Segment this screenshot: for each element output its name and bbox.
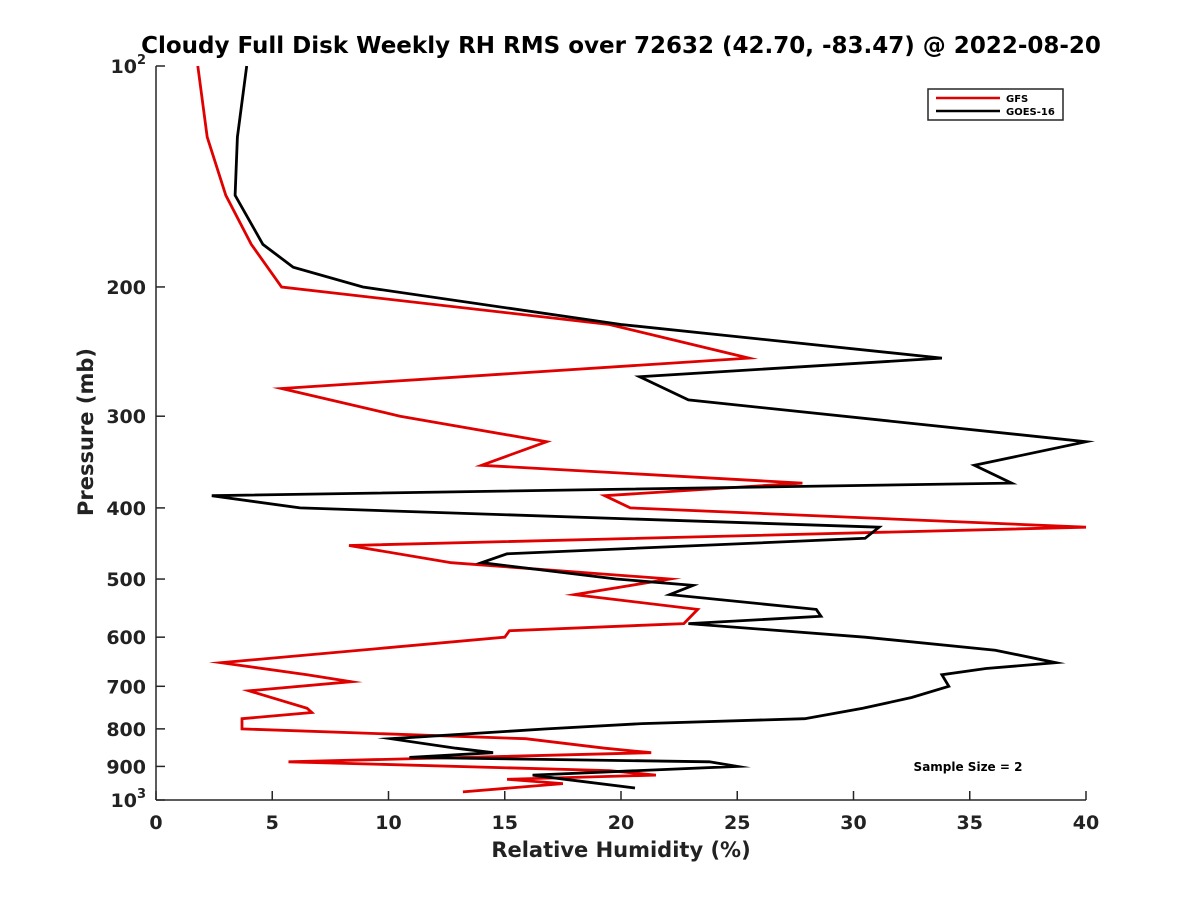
y-tick-label: 900 bbox=[106, 756, 146, 778]
y-tick-label: 102 bbox=[111, 53, 147, 78]
y-tick-label: 700 bbox=[106, 676, 146, 698]
y-tick-label: 800 bbox=[106, 719, 146, 741]
x-tick-label: 40 bbox=[1073, 812, 1099, 834]
x-tick-label: 30 bbox=[840, 812, 866, 834]
legend: GFS GOES-16 bbox=[927, 88, 1064, 121]
plot-area bbox=[155, 65, 1095, 801]
x-tick-label: 20 bbox=[608, 812, 634, 834]
y-axis-label: Pressure (mb) bbox=[74, 348, 98, 516]
y-tick-label: 600 bbox=[106, 627, 146, 649]
x-tick-label: 5 bbox=[266, 812, 279, 834]
y-tick-label: 200 bbox=[106, 277, 146, 299]
x-tick-label: 15 bbox=[492, 812, 518, 834]
y-tick-label: 500 bbox=[106, 569, 146, 591]
axis-ticks: 0 5 10 15 20 25 30 35 40 102 200 300 400 500 600 700 800… bbox=[106, 53, 1099, 834]
y-tick-label: 300 bbox=[106, 406, 146, 428]
legend-box bbox=[927, 88, 1064, 121]
legend-label: GOES-16 bbox=[1006, 107, 1055, 118]
x-tick-label: 0 bbox=[149, 812, 162, 834]
sample-size-annotation: Sample Size = 2 bbox=[914, 760, 1023, 774]
series-line-gfs bbox=[196, 65, 1087, 794]
chart-title: Cloudy Full Disk Weekly RH RMS over 7263… bbox=[141, 33, 1101, 59]
series-line-goes-16 bbox=[211, 65, 1095, 790]
x-axis-label: Relative Humidity (%) bbox=[491, 838, 750, 862]
x-tick-label: 25 bbox=[724, 812, 750, 834]
y-tick-label: 400 bbox=[106, 498, 146, 520]
x-tick-label: 10 bbox=[375, 812, 401, 834]
legend-label: GFS bbox=[1006, 94, 1028, 105]
y-tick-label: 103 bbox=[111, 787, 147, 812]
x-tick-label: 35 bbox=[957, 812, 983, 834]
